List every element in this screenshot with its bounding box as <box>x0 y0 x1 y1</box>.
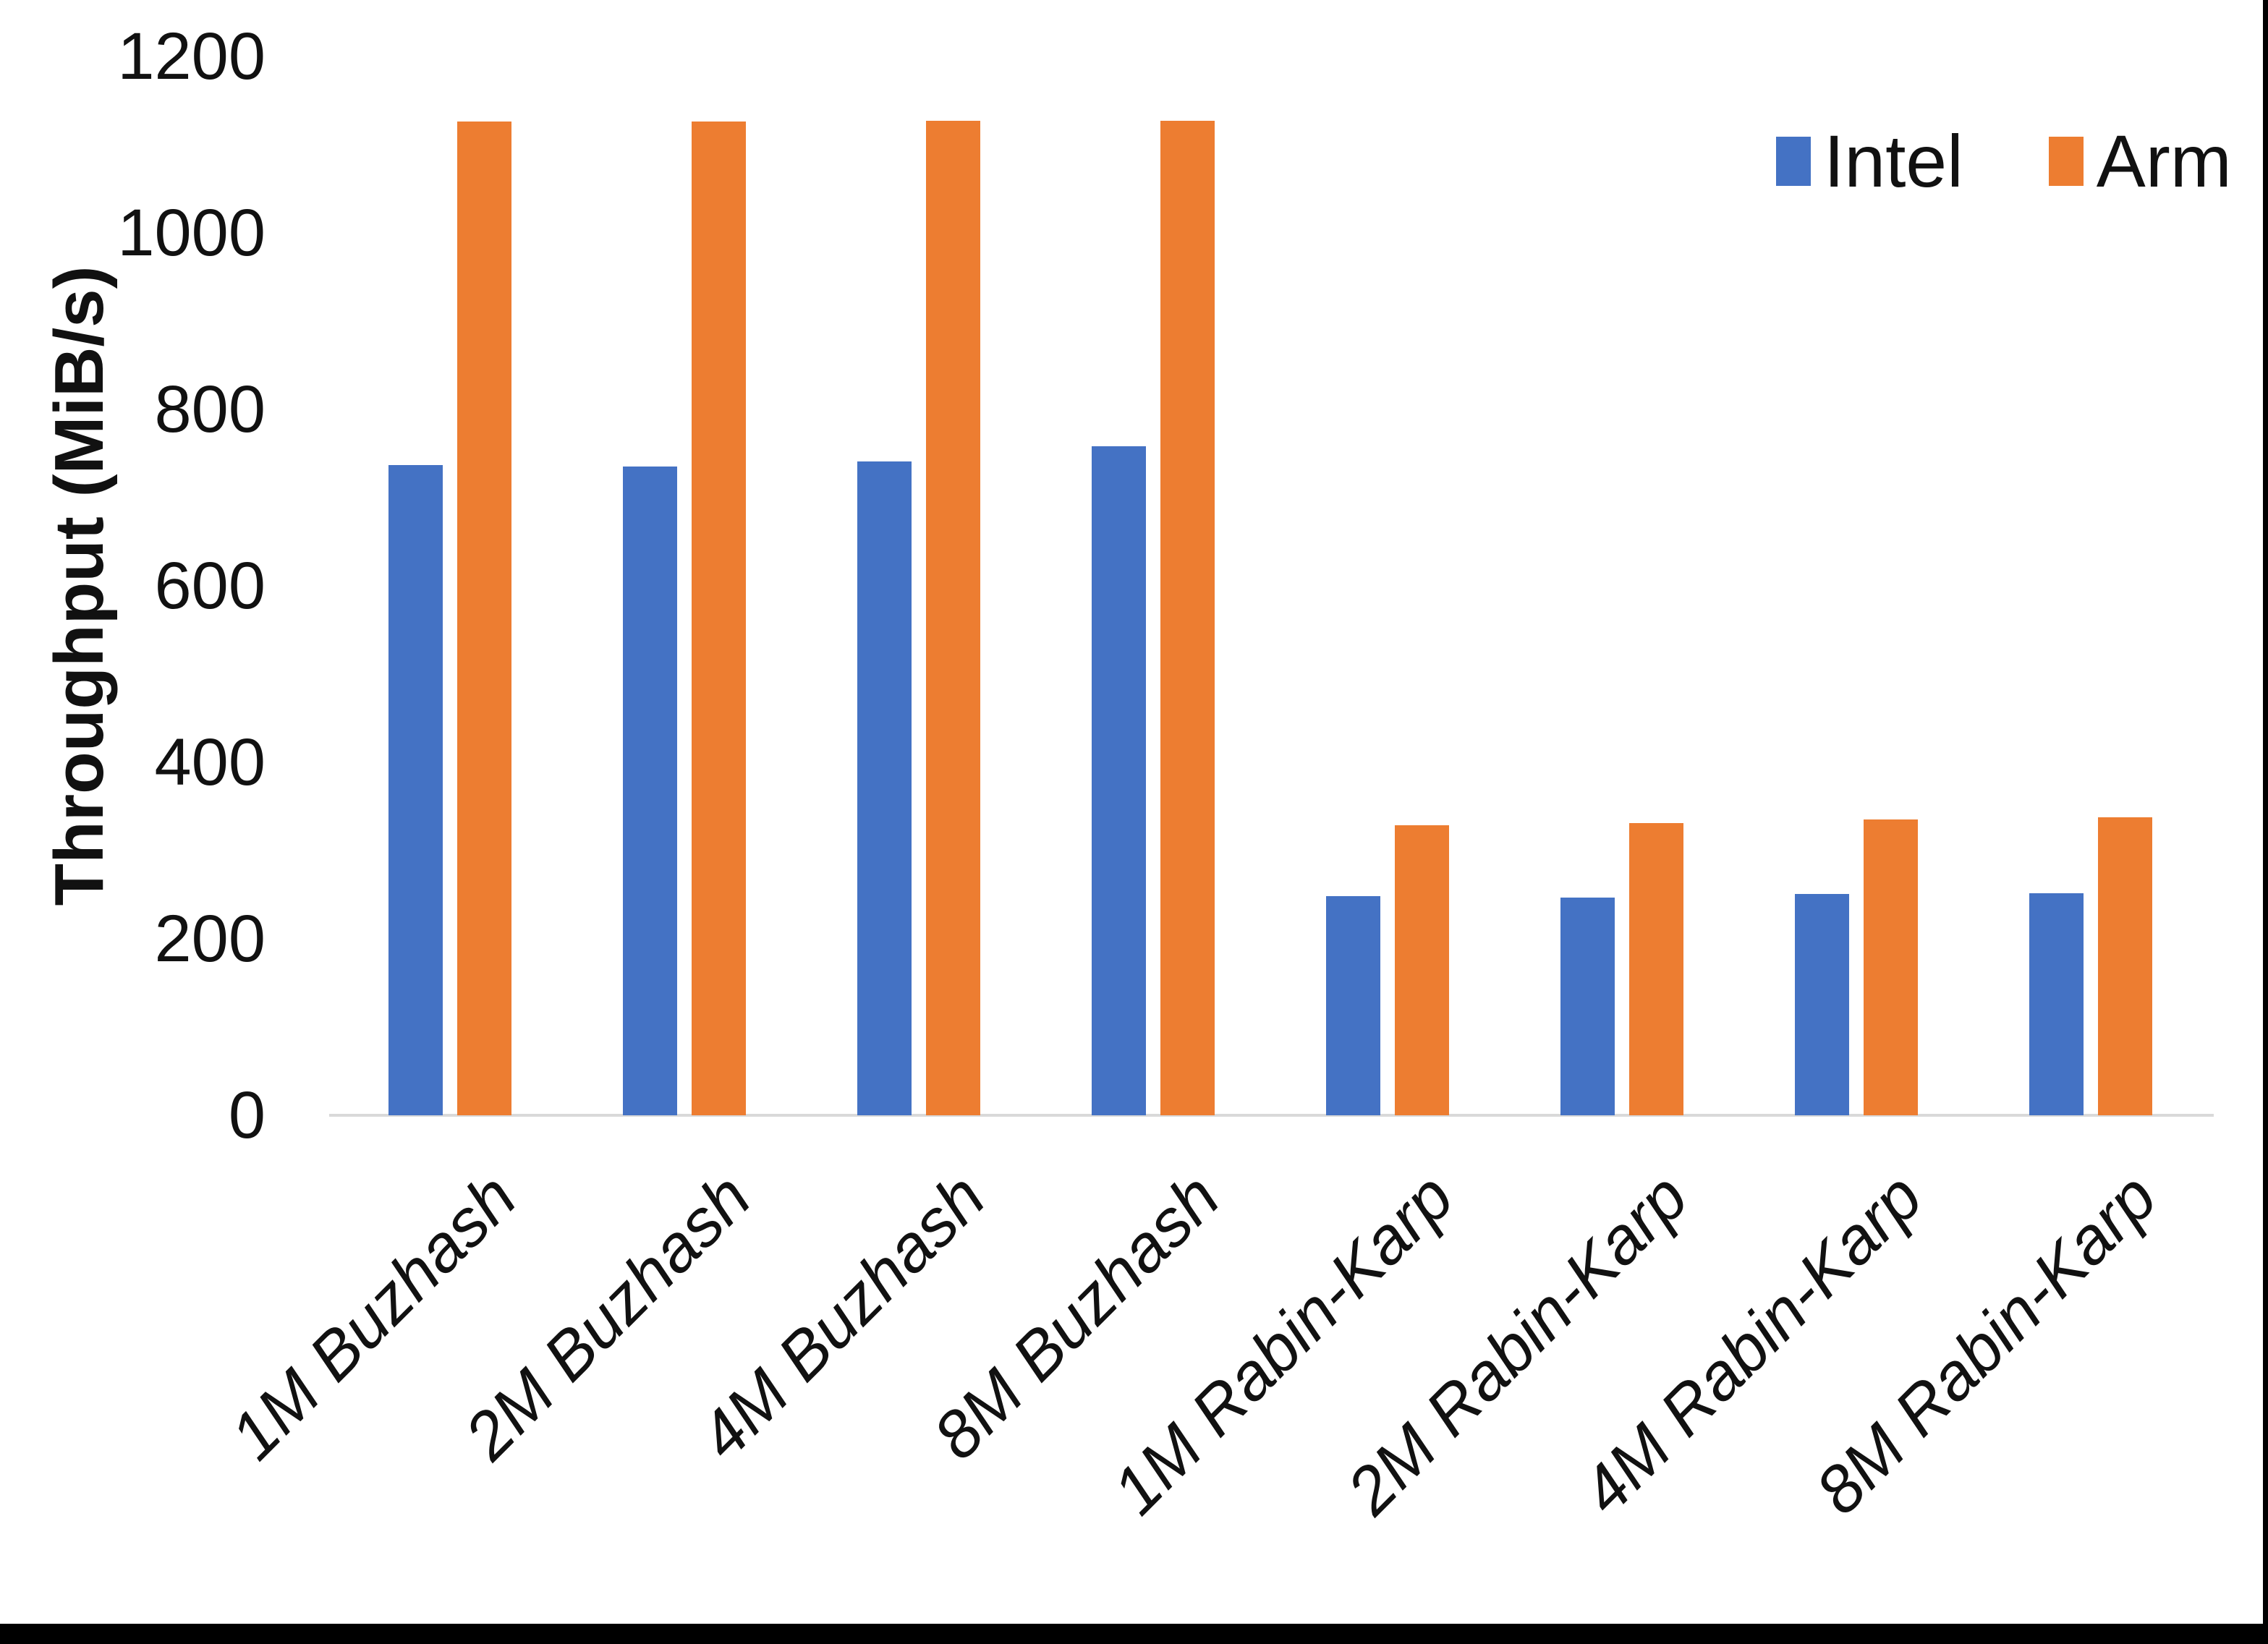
bar-arm-2m-buzhash <box>692 122 746 1115</box>
page-border-bottom <box>0 1624 2268 1644</box>
legend-label-arm: Arm <box>2096 120 2232 203</box>
bar-intel-8m-buzhash <box>1092 446 1146 1115</box>
y-tick-label: 200 <box>154 902 266 976</box>
bar-arm-2m-rabin-karp <box>1629 823 1683 1115</box>
bar-arm-8m-buzhash <box>1160 121 1215 1115</box>
legend-label-intel: Intel <box>1824 120 1963 203</box>
bar-intel-4m-buzhash <box>857 461 912 1115</box>
bar-intel-8m-rabin-karp <box>2029 893 2084 1115</box>
arm-series-swatch <box>2048 137 2084 186</box>
legend-item-intel: Intel <box>1776 124 1963 198</box>
y-tick-label: 600 <box>154 549 266 623</box>
bar-arm-4m-buzhash <box>926 121 980 1115</box>
bar-intel-1m-rabin-karp <box>1326 896 1380 1115</box>
page-border-right <box>2263 0 2268 1644</box>
intel-series-swatch <box>1776 137 1811 186</box>
bar-intel-2m-buzhash <box>623 467 677 1115</box>
bar-intel-2m-rabin-karp <box>1560 898 1615 1115</box>
bar-intel-1m-buzhash <box>388 465 443 1115</box>
bar-arm-8m-rabin-karp <box>2098 817 2152 1115</box>
y-tick-label: 0 <box>228 1078 266 1152</box>
legend: Intel Arm <box>1776 124 2232 198</box>
y-tick-label: 1000 <box>117 196 266 270</box>
bar-arm-1m-buzhash <box>457 122 511 1115</box>
legend-item-arm: Arm <box>2048 120 2232 203</box>
y-tick-label: 800 <box>154 372 266 446</box>
bar-arm-1m-rabin-karp <box>1395 825 1449 1115</box>
x-axis-line <box>329 1114 2214 1117</box>
y-tick-label: 400 <box>154 725 266 799</box>
bar-intel-4m-rabin-karp <box>1795 894 1849 1115</box>
bar-arm-4m-rabin-karp <box>1864 819 1918 1115</box>
y-tick-label: 1200 <box>117 20 266 93</box>
